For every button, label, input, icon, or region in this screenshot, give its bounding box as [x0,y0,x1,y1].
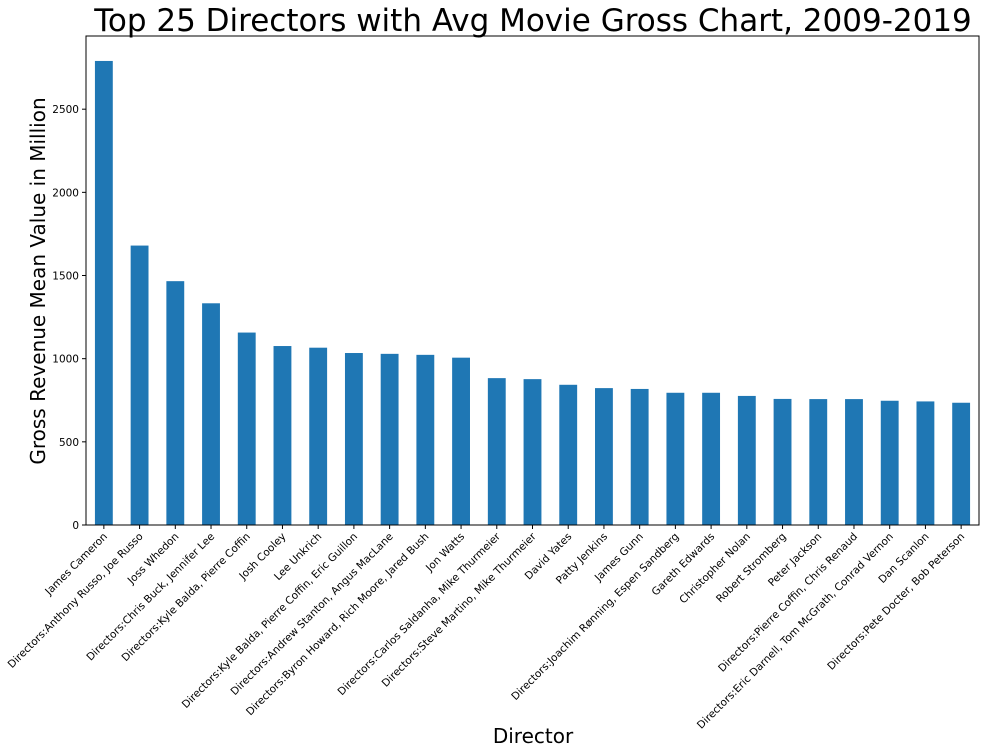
bar [737,395,756,525]
x-tick-label: Directors:Chris Buck, Jennifer Lee [84,531,217,664]
bar [94,60,113,526]
bar [880,400,899,525]
bar [380,353,399,525]
y-tick-label: 2500 [52,104,79,116]
bar [344,353,363,525]
y-tick-label: 500 [59,437,79,449]
x-tick-label: James Cameron [42,531,110,599]
x-tick-label: Directors:Carlos Saldanha, Mike Thurmeie… [336,530,504,698]
y-tick-label: 1500 [52,271,79,283]
y-axis-label: Gross Revenue Mean Value in Million [26,97,50,464]
bar [487,378,506,525]
bar [559,384,578,525]
x-axis-label: Director [493,724,574,748]
bar [202,303,220,525]
x-tick-label: Gareth Edwards [649,531,717,599]
bar [845,399,863,525]
y-axis: 0 500 1000 1500 2000 2500 [52,104,86,532]
bar [237,332,256,525]
bar [130,245,149,526]
y-tick-label: 2000 [52,187,79,199]
bar [416,354,435,525]
bar [666,392,685,525]
x-tick-label: Directors:Joachim Rønning, Espen Sandber… [509,531,681,703]
y-tick-label: 1000 [52,354,79,366]
bar [702,392,721,525]
bar [309,347,328,525]
bar [166,281,185,525]
bar [809,399,828,525]
bar [273,346,292,525]
plot-frame [85,35,980,526]
bar [630,388,649,525]
bars-group [94,60,971,526]
bar [916,401,935,525]
y-tick-label: 0 [72,520,79,532]
bar [452,357,470,525]
chart-title: Top 25 Directors with Avg Movie Gross Ch… [93,3,972,39]
x-tick-label: Directors:Kyle Balda, Pierre Coffin [119,531,252,664]
bar [952,402,971,525]
bar [773,398,792,525]
x-tick-label: Directors:Andrew Stanton, Angus MacLane [228,531,395,698]
bar [595,388,613,525]
bar [523,379,542,525]
